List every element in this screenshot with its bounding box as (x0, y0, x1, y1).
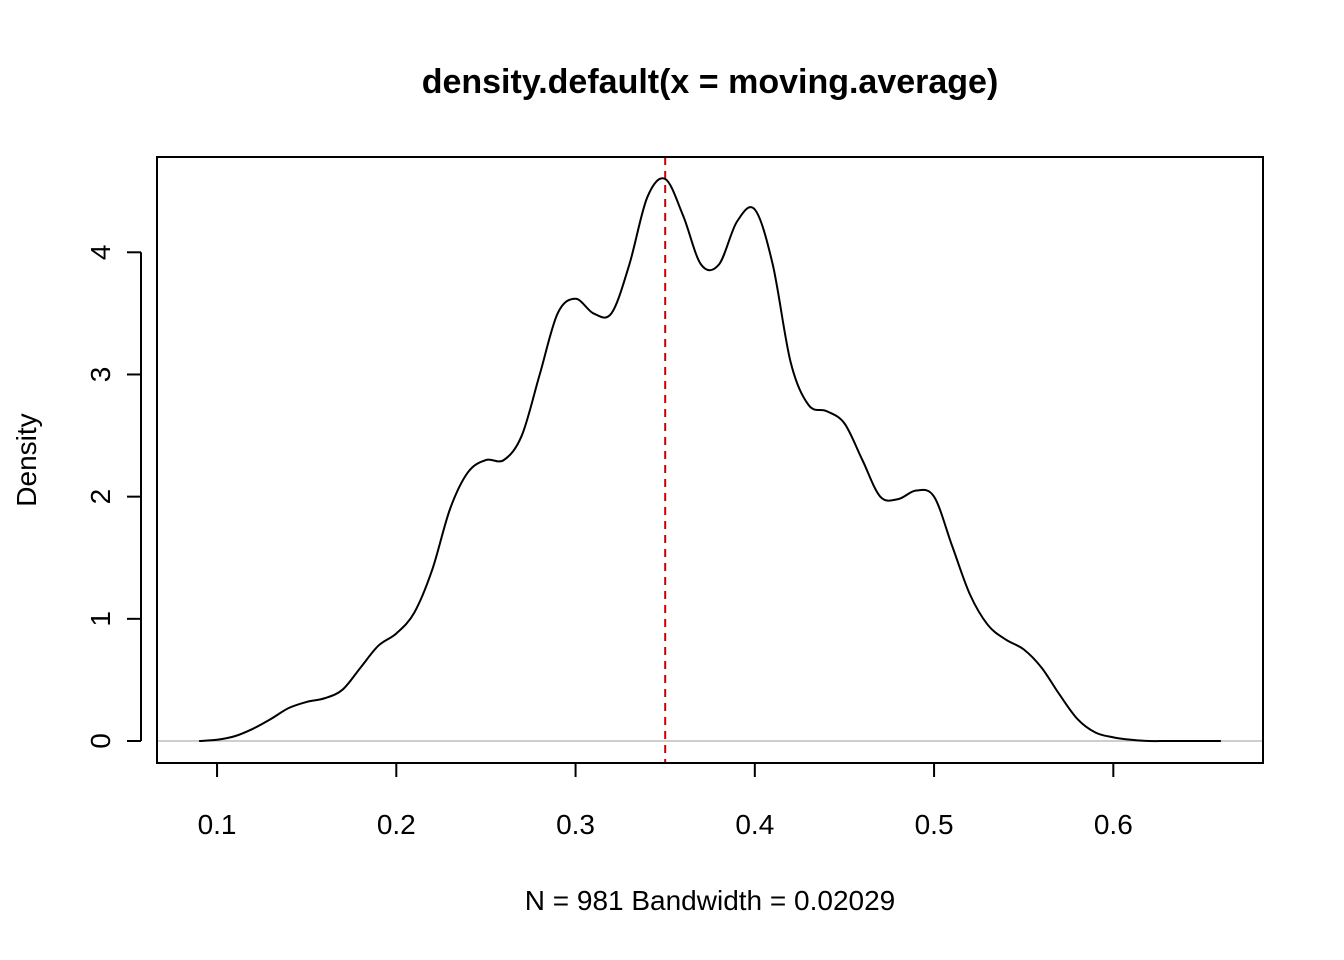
y-tick-label: 3 (85, 367, 116, 383)
y-tick-label: 4 (85, 245, 116, 261)
density-curve (199, 177, 1221, 743)
y-tick-label: 1 (85, 611, 116, 627)
x-tick-label: 0.2 (377, 809, 416, 840)
y-tick-label: 0 (85, 733, 116, 749)
x-tick-label: 0.3 (556, 809, 595, 840)
chart-title: density.default(x = moving.average) (422, 63, 999, 101)
x-tick-label: 0.5 (915, 809, 954, 840)
y-axis-label: Density (11, 413, 42, 506)
y-tick-label: 2 (85, 489, 116, 505)
x-axis-label: N = 981 Bandwidth = 0.02029 (525, 885, 896, 916)
plot-area: 0.1 0.2 0.3 0.4 0.5 0.6 0 1 2 3 4 (85, 157, 1263, 840)
plot-frame (156, 156, 1264, 764)
x-tick-label: 0.4 (735, 809, 774, 840)
x-tick-label: 0.1 (198, 809, 237, 840)
x-tick-label: 0.6 (1094, 809, 1133, 840)
